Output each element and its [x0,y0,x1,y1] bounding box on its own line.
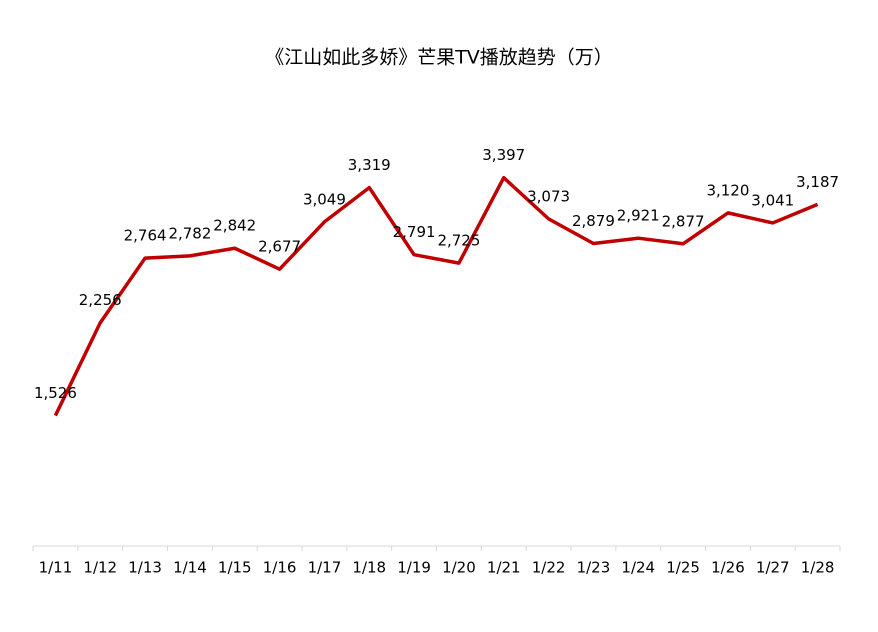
x-tick-label: 1/14 [173,559,207,577]
data-label: 2,877 [662,212,705,230]
data-label: 3,187 [796,173,839,191]
data-label: 3,049 [303,190,346,208]
x-tick-label: 1/19 [397,559,431,577]
chart-title: 《江山如此多娇》芒果TV播放趋势（万） [265,47,613,69]
x-tick-label: 1/28 [801,559,835,577]
data-label: 3,041 [751,191,794,209]
x-tick-label: 1/21 [487,559,521,577]
x-tick-label: 1/17 [308,559,342,577]
x-tick-label: 1/23 [577,559,611,577]
data-label: 2,842 [213,217,256,235]
x-tick-label: 1/27 [756,559,790,577]
x-tick-label: 1/18 [352,559,386,577]
data-label: 2,677 [258,238,301,256]
x-tick-label: 1/13 [128,559,162,577]
data-label: 2,256 [79,291,122,309]
x-tick-label: 1/15 [218,559,252,577]
x-tick-label: 1/22 [532,559,566,577]
x-tick-label: 1/24 [621,559,655,577]
data-label: 2,791 [393,223,436,241]
data-label: 2,921 [617,207,660,225]
x-tick-label: 1/16 [263,559,297,577]
data-label: 2,764 [124,227,167,245]
x-tick-label: 1/11 [39,559,73,577]
data-label: 3,319 [348,156,391,174]
x-tick-label: 1/26 [711,559,745,577]
data-label: 3,120 [706,181,749,199]
data-label: 2,782 [168,224,211,242]
data-label: 2,725 [437,232,480,250]
data-label: 1,526 [34,384,77,402]
data-label: 2,879 [572,212,615,230]
x-tick-label: 1/25 [666,559,700,577]
x-tick-label: 1/20 [442,559,476,577]
line-series [53,175,819,417]
x-tick-label: 1/12 [83,559,117,577]
data-label: 3,073 [527,187,570,205]
data-label: 3,397 [482,146,525,164]
